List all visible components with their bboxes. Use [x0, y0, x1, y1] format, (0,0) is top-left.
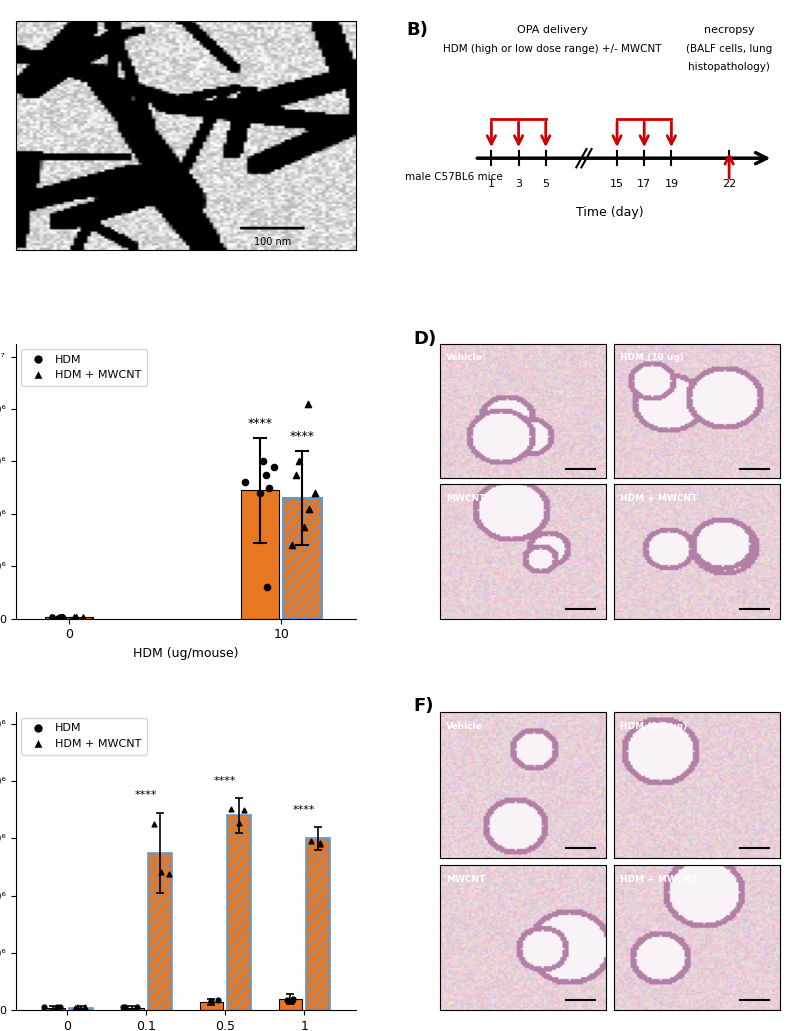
Text: ****: ****	[248, 418, 272, 430]
Bar	[41, 1007, 65, 1010]
Point	[147, 816, 160, 832]
Bar	[279, 999, 302, 1010]
Bar	[148, 853, 172, 1010]
Bar	[283, 498, 322, 619]
Text: 22: 22	[722, 178, 736, 189]
Text: HDM (0.5 ug): HDM (0.5 ug)	[619, 723, 687, 731]
Bar	[227, 816, 251, 1010]
Point	[56, 609, 68, 626]
Point	[212, 992, 224, 1008]
Text: HDM + MWCNT: HDM + MWCNT	[619, 875, 697, 884]
Text: HDM (high or low dose range) +/- MWCNT: HDM (high or low dose range) +/- MWCNT	[443, 43, 661, 54]
Text: OPA delivery: OPA delivery	[517, 25, 588, 35]
Text: 15: 15	[610, 178, 624, 189]
Text: male C57BL6 mice: male C57BL6 mice	[405, 172, 503, 181]
Bar	[69, 1007, 93, 1010]
Text: MWCNT: MWCNT	[446, 494, 485, 503]
Text: Vehicle: Vehicle	[446, 723, 482, 731]
Text: MWCNT: MWCNT	[446, 875, 485, 884]
Text: HDM + MWCNT: HDM + MWCNT	[619, 494, 697, 503]
Text: 1: 1	[488, 178, 495, 189]
Point	[69, 609, 82, 626]
Point	[38, 998, 51, 1015]
Point	[46, 608, 59, 625]
Bar	[241, 491, 279, 619]
Point	[287, 991, 299, 1007]
Legend: HDM, HDM + MWCNT: HDM, HDM + MWCNT	[21, 718, 146, 755]
Point	[232, 816, 245, 832]
Bar	[45, 618, 72, 619]
Text: HDM (10 ug): HDM (10 ug)	[619, 353, 684, 362]
Text: B): B)	[407, 21, 428, 38]
Bar	[306, 838, 330, 1010]
Point	[259, 466, 272, 483]
Point	[239, 474, 252, 491]
Text: (BALF cells, lung: (BALF cells, lung	[686, 43, 772, 54]
Point	[117, 999, 130, 1016]
Point	[68, 999, 81, 1016]
Text: histopathology): histopathology)	[689, 62, 770, 72]
Point	[238, 802, 251, 819]
Point	[53, 999, 66, 1016]
Point	[70, 609, 83, 626]
Point	[290, 466, 302, 483]
Text: 3: 3	[515, 178, 522, 189]
Text: 100 nm: 100 nm	[254, 237, 291, 247]
Point	[302, 396, 314, 412]
Text: ****: ****	[135, 791, 158, 800]
Point	[205, 994, 217, 1010]
Point	[309, 485, 322, 501]
Point	[314, 836, 326, 853]
Point	[260, 579, 273, 596]
Point	[119, 998, 131, 1015]
Text: 17: 17	[637, 178, 651, 189]
Text: 19: 19	[665, 178, 678, 189]
Point	[286, 537, 298, 554]
X-axis label: HDM (ug/mouse): HDM (ug/mouse)	[133, 647, 239, 660]
Point	[267, 459, 280, 475]
Point	[76, 608, 89, 625]
Point	[53, 609, 66, 626]
Point	[70, 999, 83, 1016]
Point	[280, 992, 293, 1008]
Point	[205, 993, 218, 1009]
Text: F): F)	[413, 697, 434, 716]
Point	[55, 608, 68, 625]
Point	[263, 479, 275, 496]
Text: necropsy: necropsy	[704, 25, 755, 35]
Text: ****: ****	[290, 431, 315, 443]
Point	[305, 833, 318, 850]
Point	[292, 454, 305, 470]
Point	[314, 834, 326, 851]
Text: ****: ****	[214, 776, 236, 786]
Point	[79, 999, 92, 1016]
Text: 5: 5	[542, 178, 549, 189]
Text: ****: ****	[293, 804, 315, 814]
Point	[155, 864, 168, 880]
Point	[224, 801, 237, 818]
Point	[254, 485, 267, 501]
Point	[162, 865, 175, 882]
Point	[131, 999, 144, 1016]
Point	[285, 993, 298, 1009]
Legend: HDM, HDM + MWCNT: HDM, HDM + MWCNT	[21, 350, 146, 386]
Point	[298, 519, 310, 535]
Point	[69, 609, 82, 626]
Point	[51, 998, 64, 1015]
Point	[52, 609, 64, 626]
Point	[302, 500, 315, 517]
Point	[257, 454, 270, 470]
Point	[68, 608, 80, 625]
Text: Vehicle: Vehicle	[446, 353, 482, 362]
Bar	[200, 1002, 223, 1010]
Text: D): D)	[413, 330, 436, 347]
Bar	[120, 1007, 144, 1010]
Bar	[66, 618, 93, 619]
Text: Time (day): Time (day)	[576, 206, 644, 220]
